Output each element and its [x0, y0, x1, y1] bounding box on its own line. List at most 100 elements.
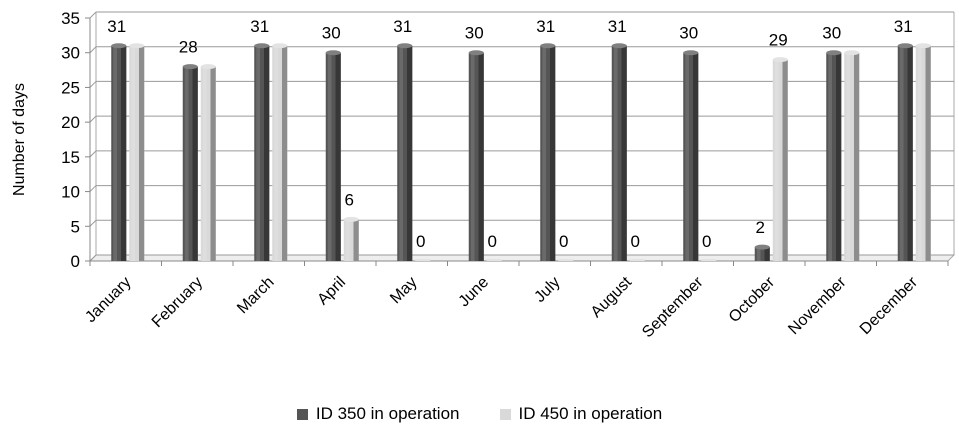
y-tick-label: 30 [61, 44, 80, 63]
x-tick-label: December [857, 273, 922, 338]
bar-series-1-cap [826, 50, 842, 56]
chart-floor [88, 254, 956, 262]
bar-series-2 [629, 259, 645, 261]
bar-series-1-highlight [613, 45, 618, 262]
bar-series-1-highlight [470, 52, 475, 261]
x-tick-label: February [149, 274, 206, 331]
bar-series-2-cap [844, 50, 860, 56]
bar-series-2-highlight [202, 66, 207, 261]
data-label-series-2: 0 [488, 232, 497, 251]
bar-series-1-cap [897, 43, 913, 49]
legend-item-series-2: ID 450 in operation [499, 402, 663, 426]
legend-item-series-1: ID 350 in operation [296, 402, 460, 426]
x-tick-label: November [785, 273, 850, 338]
bar-series-1-shade [407, 45, 413, 262]
bar-series-1-highlight [184, 66, 189, 261]
bar-series-1-shade [693, 52, 699, 261]
bar-series-2-highlight [917, 45, 922, 262]
bar-series-1-shade [121, 45, 127, 262]
bar-series-2-cap [200, 64, 216, 70]
y-tick-label: 5 [71, 217, 80, 236]
bar-series-2-shade [854, 52, 860, 261]
bar-series-1-shade [836, 52, 842, 261]
bar-series-1-shade [907, 45, 913, 262]
bar-series-1-cap [683, 50, 699, 56]
y-tick-label: 0 [71, 252, 80, 271]
bar-series-1-cap [111, 43, 127, 49]
data-label-series-2: 29 [769, 31, 788, 50]
bar-series-1-cap [468, 50, 484, 56]
bar-series-1-highlight [256, 45, 260, 262]
bar-series-2-cap [129, 43, 145, 49]
bar-series-2-highlight [846, 52, 850, 261]
data-label-series-1: 2 [756, 218, 765, 237]
bar-series-1-cap [254, 43, 270, 49]
x-tick-label: June [456, 274, 493, 311]
grid-side-0 [89, 254, 97, 262]
bar-series-1-cap [754, 244, 770, 250]
x-tick-label: August [588, 273, 636, 321]
bar-series-2-shade [782, 59, 788, 262]
bar-series-1-highlight [685, 52, 689, 261]
bar-series-1-shade [335, 52, 341, 261]
bar-series-1-highlight [756, 247, 761, 261]
grid-side-35 [89, 11, 97, 19]
x-tick-label: September [639, 273, 707, 341]
bar-series-1-shade [478, 52, 484, 261]
legend-swatch-series-2 [499, 408, 511, 420]
bar-series-1-cap [540, 43, 556, 49]
bar-series-2 [415, 259, 431, 261]
bar-series-2-shade [925, 45, 931, 262]
legend: ID 350 in operation ID 450 in operation [0, 402, 959, 426]
data-label-series-2: 0 [631, 232, 640, 251]
grid-side-25 [89, 81, 97, 88]
x-tick-label: April [314, 274, 349, 309]
bar-series-1-cap [611, 43, 627, 49]
bar-series-1-highlight [327, 52, 332, 261]
y-tick-label: 15 [61, 148, 80, 167]
bar-series-2-cap [343, 216, 359, 222]
data-label-series-1: 31 [536, 17, 555, 36]
y-tick-label: 25 [61, 78, 80, 97]
y-tick-label: 20 [61, 113, 80, 132]
y-axis-label: Number of days [11, 83, 28, 196]
bar-series-1-cap [397, 43, 413, 49]
y-tick-label: 10 [61, 183, 80, 202]
data-label-series-2: 0 [416, 232, 425, 251]
bar-series-1-highlight [113, 45, 117, 262]
bar-series-1-shade [192, 66, 198, 261]
grid-side-10 [89, 185, 97, 192]
data-label-series-2: 6 [345, 190, 354, 209]
grid-side-20 [89, 115, 97, 123]
bar-series-2-highlight [274, 45, 278, 262]
bar-series-1-shade [621, 45, 627, 262]
bar-series-2-highlight [345, 219, 350, 261]
data-label-series-1: 30 [679, 24, 698, 43]
bar-series-2-cap [272, 43, 288, 49]
bar-series-1-cap [182, 64, 198, 70]
data-label-series-1: 31 [393, 17, 412, 36]
bar-series-2-shade [210, 66, 216, 261]
bar-series-1-highlight [399, 45, 403, 262]
y-tick-label: 35 [61, 9, 80, 28]
x-tick-label: March [234, 274, 277, 317]
grid-side-5 [89, 219, 97, 227]
legend-swatch-series-1 [296, 408, 308, 420]
data-label-series-1: 31 [107, 17, 126, 36]
bar-series-1-shade [764, 247, 770, 261]
bar-series-2 [701, 259, 717, 261]
x-tick-label: October [726, 273, 779, 326]
grid-side-15 [89, 150, 97, 158]
bar-series-2-highlight [774, 59, 779, 262]
legend-label-series-2: ID 450 in operation [518, 404, 663, 423]
bar-series-2-highlight [131, 45, 135, 262]
bar-series-1-shade [264, 45, 270, 262]
data-label-series-2: 0 [702, 232, 711, 251]
bar-series-2 [558, 259, 574, 261]
bar-series-2-shade [139, 45, 145, 262]
x-tick-label: May [387, 274, 420, 307]
data-label-series-1: 30 [822, 24, 841, 43]
data-label-series-1: 31 [894, 17, 913, 36]
data-label-series-1: 31 [608, 17, 627, 36]
